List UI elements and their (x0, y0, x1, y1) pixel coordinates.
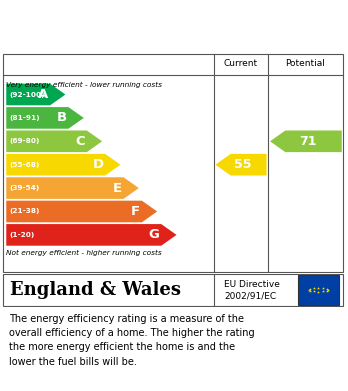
Text: D: D (92, 158, 103, 171)
Polygon shape (6, 131, 102, 152)
Polygon shape (6, 84, 65, 105)
Bar (298, 275, 339, 305)
Text: E: E (113, 181, 122, 195)
Polygon shape (6, 201, 157, 222)
Text: The energy efficiency rating is a measure of the
overall efficiency of a home. T: The energy efficiency rating is a measur… (9, 314, 254, 367)
Text: (39-54): (39-54) (10, 185, 40, 191)
Polygon shape (6, 154, 120, 176)
Text: (55-68): (55-68) (10, 162, 40, 168)
Polygon shape (6, 177, 139, 199)
Text: C: C (76, 135, 85, 148)
Text: (21-38): (21-38) (10, 208, 40, 215)
Polygon shape (6, 224, 176, 246)
Text: (81-91): (81-91) (10, 115, 40, 121)
Text: 71: 71 (299, 135, 316, 148)
Text: (1-20): (1-20) (10, 232, 35, 238)
Text: A: A (38, 88, 48, 101)
Polygon shape (270, 131, 342, 152)
Text: Energy Efficiency Rating: Energy Efficiency Rating (9, 19, 230, 34)
Text: Not energy efficient - higher running costs: Not energy efficient - higher running co… (6, 250, 162, 256)
Polygon shape (6, 107, 84, 129)
Text: Potential: Potential (286, 59, 325, 68)
Text: B: B (57, 111, 67, 124)
Polygon shape (215, 154, 267, 176)
Text: EU Directive
2002/91/EC: EU Directive 2002/91/EC (224, 280, 280, 300)
Text: Current: Current (224, 59, 258, 68)
Text: G: G (149, 228, 159, 241)
Text: England & Wales: England & Wales (10, 281, 181, 299)
Text: F: F (131, 205, 140, 218)
Text: Very energy efficient - lower running costs: Very energy efficient - lower running co… (6, 81, 162, 88)
Text: (92-100): (92-100) (10, 91, 45, 97)
Text: 55: 55 (234, 158, 251, 171)
Text: (69-80): (69-80) (10, 138, 40, 144)
